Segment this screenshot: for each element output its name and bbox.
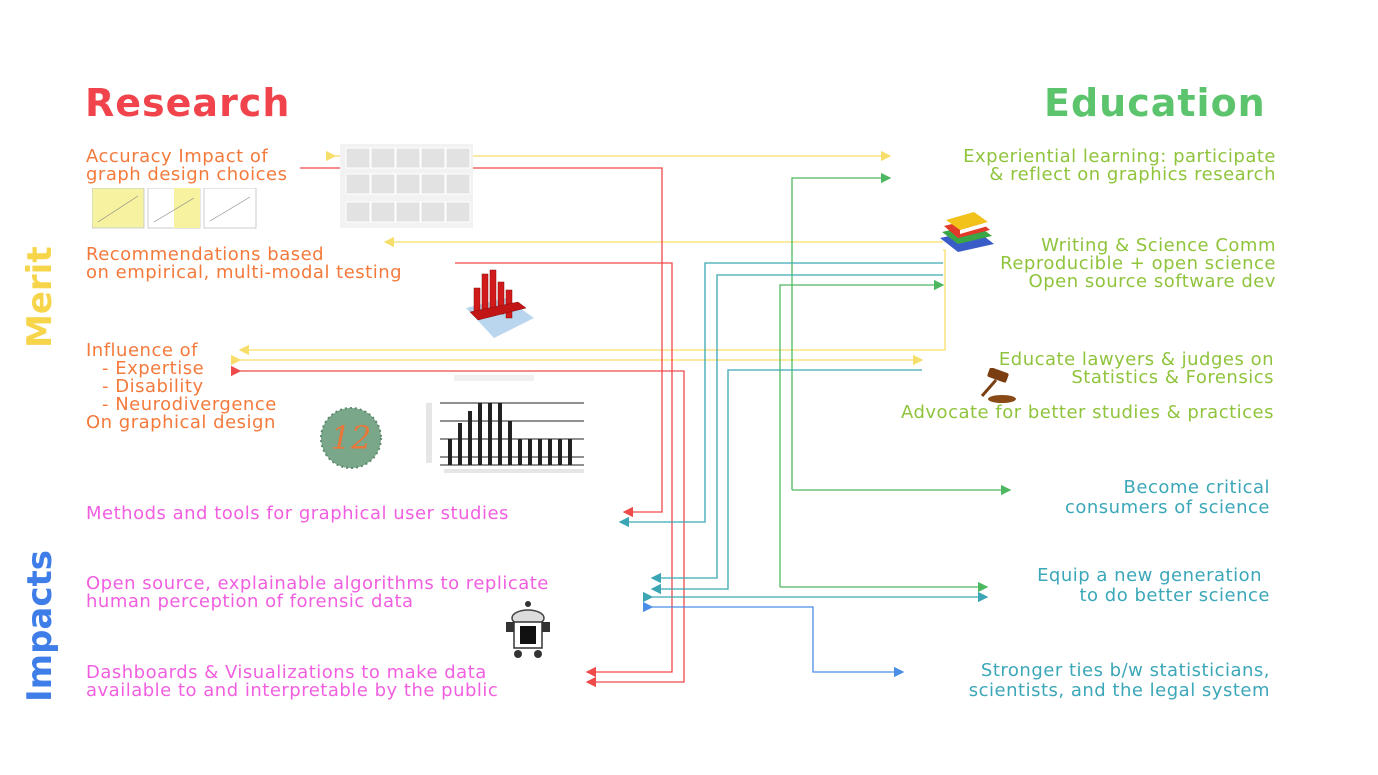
dashboards-text: Dashboards & Visualizations to make data…	[86, 662, 499, 701]
arrow-influence-dashboards	[230, 365, 685, 688]
arrow-algorithms-ties	[642, 601, 905, 678]
accuracy-text: Accuracy Impact of graph design choices	[86, 146, 288, 185]
arrow-educate-algorithms	[650, 369, 922, 595]
recommendations-text: Recommendations based on empirical, mult…	[86, 244, 403, 283]
open-source-algorithms-text: Open source, explainable algorithms to r…	[86, 573, 549, 612]
experiential-text: Experiential learning: participate & ref…	[963, 146, 1276, 185]
stronger-ties-text: Stronger ties b/w statisticians, scienti…	[968, 660, 1270, 701]
robot-image	[506, 601, 550, 658]
methods-text: Methods and tools for graphical user stu…	[86, 503, 509, 524]
3d-bar-chart-image	[466, 269, 534, 338]
arrow-equip-opensource	[779, 279, 945, 587]
arrow-opensource-algorithms	[650, 274, 943, 584]
influence-text: Influence of - Expertise - Disability - …	[86, 340, 277, 433]
arrow-critical-experiential	[791, 172, 892, 490]
merit-label: Merit	[20, 246, 60, 348]
arrow-accuracy-methods	[300, 167, 663, 518]
open-source-dev-text: Open source software dev	[1028, 271, 1276, 292]
equip-text: Equip a new generation to do better scie…	[1037, 565, 1270, 606]
research-header: Research	[85, 81, 291, 125]
books-icon	[940, 212, 994, 252]
ishihara-plate-image: 12	[320, 407, 382, 469]
histogram-image	[424, 373, 588, 483]
gavel-icon	[980, 368, 1016, 403]
advocate-text: Advocate for better studies & practices	[900, 402, 1274, 423]
critical-consumers-text: Become critical consumers of science	[1064, 477, 1270, 518]
lineup-thumbnails	[92, 188, 257, 229]
arrow-reproducible-methods	[618, 262, 943, 528]
educate-lawyers-text: Educate lawyers & judges on Statistics &…	[998, 349, 1274, 388]
lineup-grid-image	[340, 144, 473, 228]
arrow-recommendations-dashboards	[455, 262, 673, 678]
impacts-label: Impacts	[20, 549, 60, 702]
arrow-writing-influence	[238, 249, 946, 356]
reproducible-text: Reproducible + open science	[1000, 253, 1276, 274]
education-header: Education	[1044, 81, 1266, 125]
ishihara-number: 12	[331, 419, 372, 457]
writing-text: Writing & Science Comm	[1041, 235, 1276, 256]
